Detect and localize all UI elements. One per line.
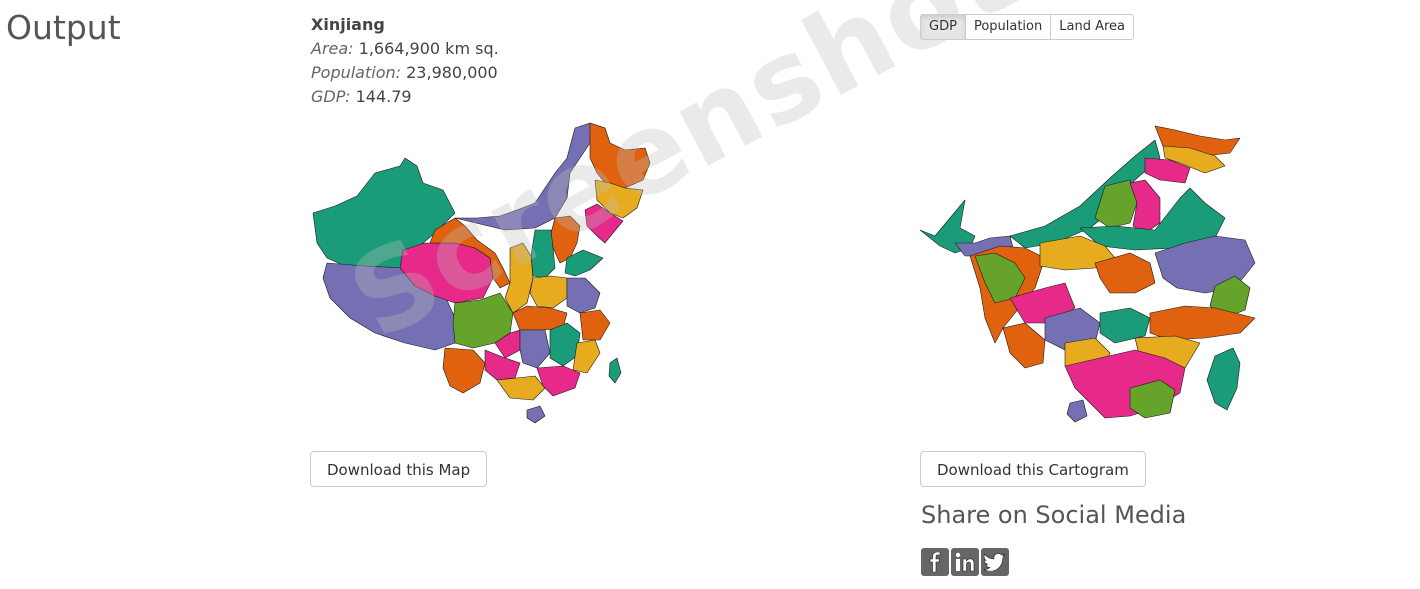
map-region-shandong[interactable] — [564, 249, 604, 277]
map-region-zhejiang[interactable] — [579, 309, 611, 341]
map-region-inner-mongolia[interactable] — [454, 122, 606, 231]
map-region-guangdong[interactable] — [536, 365, 581, 397]
linkedin-icon[interactable] — [951, 548, 979, 576]
map-region-guangxi[interactable] — [496, 375, 546, 401]
toggle-gdp[interactable]: GDP — [921, 15, 966, 39]
carto-region-xinjiang[interactable] — [919, 199, 976, 254]
map-region-jiangsu[interactable] — [566, 277, 601, 314]
carto-region-yunnan[interactable] — [1002, 322, 1046, 369]
map-region-yunnan[interactable] — [442, 347, 486, 394]
population-label: Population: — [311, 63, 402, 82]
twitter-glyph — [984, 553, 1006, 571]
china-map-svg[interactable] — [305, 118, 665, 428]
facebook-icon[interactable] — [921, 548, 949, 576]
cartogram-svg[interactable] — [915, 118, 1275, 428]
region-name: Xinjiang — [311, 15, 385, 34]
map-region-liaoning[interactable] — [584, 203, 624, 244]
facebook-glyph — [929, 552, 941, 572]
carto-region-beijing[interactable] — [1094, 179, 1138, 229]
carto-region-shandong[interactable] — [1079, 187, 1226, 251]
region-area: Area: 1,664,900 km sq. — [311, 37, 499, 61]
linkedin-glyph — [955, 552, 975, 572]
toggle-population[interactable]: Population — [965, 15, 1052, 39]
map-region-hainan[interactable] — [526, 405, 546, 424]
cartogram-map[interactable] — [915, 118, 1275, 428]
metric-toggle-group: GDP Population Land Area — [920, 14, 1134, 40]
output-heading: Output — [6, 8, 121, 47]
map-region-gansu[interactable] — [429, 217, 511, 289]
carto-region-taiwan[interactable] — [1206, 347, 1241, 411]
map-region-taiwan[interactable] — [608, 357, 622, 384]
map-region-heilongjiang[interactable] — [589, 122, 651, 189]
gdp-label: GDP: — [311, 87, 351, 106]
carto-region-hainan[interactable] — [1066, 399, 1088, 423]
carto-region-hubei[interactable] — [1099, 307, 1151, 344]
map-region-shaanxi[interactable] — [504, 242, 534, 314]
region-gdp: GDP: 144.79 — [311, 85, 499, 109]
download-map-button[interactable]: Download this Map — [310, 451, 488, 487]
download-cartogram-button[interactable]: Download this Cartogram — [920, 451, 1146, 487]
twitter-icon[interactable] — [981, 548, 1009, 576]
area-value: 1,664,900 km sq. — [358, 39, 499, 58]
carto-region-henan[interactable] — [1094, 252, 1156, 294]
map-region-hunan[interactable] — [519, 329, 551, 369]
region-info-panel: Xinjiang Area: 1,664,900 km sq. Populati… — [311, 13, 499, 109]
gdp-value: 144.79 — [355, 87, 412, 106]
carto-region-hebei[interactable] — [1129, 179, 1161, 234]
map-region-shanxi[interactable] — [530, 229, 556, 279]
carto-region-qinghai[interactable] — [974, 252, 1026, 304]
carto-region-shanghai[interactable] — [1209, 275, 1251, 319]
carto-region-jilin[interactable] — [1162, 145, 1226, 174]
carto-region-liaoning[interactable] — [1144, 157, 1191, 184]
map-region-fujian[interactable] — [572, 339, 601, 374]
share-title: Share on Social Media — [921, 501, 1187, 529]
original-map[interactable] — [305, 118, 665, 428]
toggle-land-area[interactable]: Land Area — [1051, 15, 1133, 39]
map-region-henan[interactable] — [529, 275, 568, 309]
social-share-icons — [921, 548, 1009, 576]
region-population: Population: 23,980,000 — [311, 61, 499, 85]
map-region-jilin[interactable] — [594, 179, 644, 219]
area-label: Area: — [311, 39, 354, 58]
population-value: 23,980,000 — [406, 63, 498, 82]
carto-region-guangxi[interactable] — [1129, 379, 1176, 419]
